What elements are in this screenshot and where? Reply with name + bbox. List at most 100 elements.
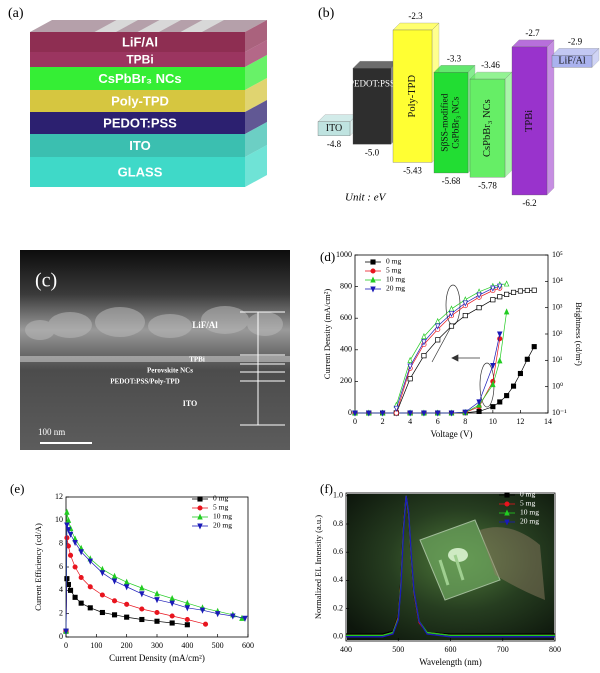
y2-tick-label: 10² [552, 329, 563, 338]
x-tick-label: 800 [549, 645, 561, 654]
x-tick-label: 100 [90, 641, 102, 650]
marker [370, 286, 376, 293]
marker [448, 410, 455, 417]
marker [67, 587, 74, 593]
marker [139, 591, 145, 598]
marker [497, 399, 503, 405]
series [63, 522, 248, 635]
marker [490, 404, 496, 410]
stack-layer-side [245, 20, 267, 52]
marker [78, 600, 84, 606]
stack-layer [30, 134, 245, 157]
panel-label: (f) [320, 481, 333, 496]
series [352, 308, 510, 416]
sem-brackets [40, 311, 285, 444]
y2-tick-label: 10⁵ [552, 250, 563, 259]
y-tick-label: 4 [59, 585, 63, 594]
marker [64, 508, 70, 515]
series-line [396, 289, 535, 414]
marker [370, 276, 376, 283]
marker [448, 310, 455, 318]
marker [497, 283, 503, 290]
electrode-stripe [94, 20, 138, 32]
annotation [431, 284, 495, 408]
x-tick-label: 500 [392, 645, 404, 654]
marker [230, 613, 236, 620]
marker [123, 584, 130, 591]
stack-layer [30, 32, 245, 52]
legend-label: 5 mg [386, 266, 401, 275]
marker [407, 356, 413, 363]
x-tick-label: 700 [497, 645, 509, 654]
energy-level [511, 46, 548, 196]
marker [197, 513, 203, 520]
marker [72, 539, 78, 547]
marker [497, 331, 503, 338]
marker [111, 612, 118, 618]
plot-frame [354, 254, 549, 414]
homo-label: -5.43 [403, 165, 422, 175]
marker [510, 383, 517, 389]
marker [124, 614, 130, 620]
series [352, 331, 503, 417]
series [63, 576, 190, 634]
marker [448, 323, 455, 329]
marker [197, 496, 203, 502]
marker [504, 501, 510, 507]
x-tick-label: 600 [242, 641, 254, 650]
marker [87, 605, 93, 611]
marker [184, 605, 191, 612]
x-tick-label: 10 [489, 417, 497, 426]
marker [462, 409, 469, 416]
y-tick-label: 0.4 [333, 575, 343, 584]
marker [503, 308, 510, 315]
lumo-label: -2.9 [568, 36, 583, 46]
scale-bar-label: 100 nm [38, 427, 65, 437]
sem-layer-label: Perovskite NCs [147, 367, 193, 375]
series-line [396, 283, 507, 406]
legend-label: 5 mg [520, 499, 535, 508]
marker [197, 523, 203, 530]
level-name: SβSS-modified [440, 93, 451, 151]
marker [497, 357, 503, 364]
y-tick-label: 600 [340, 313, 352, 322]
x-tick-label: 200 [121, 641, 133, 650]
x-tick-label: 2 [381, 417, 385, 426]
marker [87, 558, 94, 565]
sem-texture [25, 306, 283, 340]
marker [184, 622, 190, 628]
sem-image [20, 250, 290, 450]
series [393, 285, 503, 416]
marker [154, 609, 160, 616]
marker [434, 410, 441, 417]
marker [72, 564, 78, 570]
level-top [511, 39, 555, 48]
marker [490, 297, 496, 303]
level-top [352, 61, 399, 69]
marker [87, 584, 93, 590]
stack-layer-side [245, 122, 267, 157]
marker [421, 332, 427, 340]
marker [366, 410, 372, 417]
unit-label: Unit : eV [345, 192, 387, 204]
marker [393, 405, 400, 412]
series-line [396, 287, 500, 414]
sem-layer-label: TPBi [189, 356, 205, 364]
y-tick-label: 200 [340, 376, 352, 385]
layer-label: PEDOT:PSS [103, 115, 177, 130]
y-tick-label: 0 [348, 408, 352, 417]
homo-label: -5.78 [478, 180, 497, 190]
legend-label: 10 mg [213, 512, 232, 521]
marker [64, 522, 70, 529]
panel-label: (a) [8, 6, 24, 21]
electrode-stripe [180, 20, 224, 32]
y-tick-label: 12 [55, 492, 63, 501]
y-tick-label: 0.6 [333, 547, 343, 556]
lumo-label: -2.7 [525, 28, 540, 38]
y-axis-title: Current Density (mA/cm²) [322, 289, 332, 380]
marker [517, 370, 523, 377]
legend-label: 20 mg [213, 521, 232, 530]
marker [504, 492, 510, 498]
sem-layer-label: LiF/Al [192, 320, 218, 330]
marker [476, 292, 482, 299]
